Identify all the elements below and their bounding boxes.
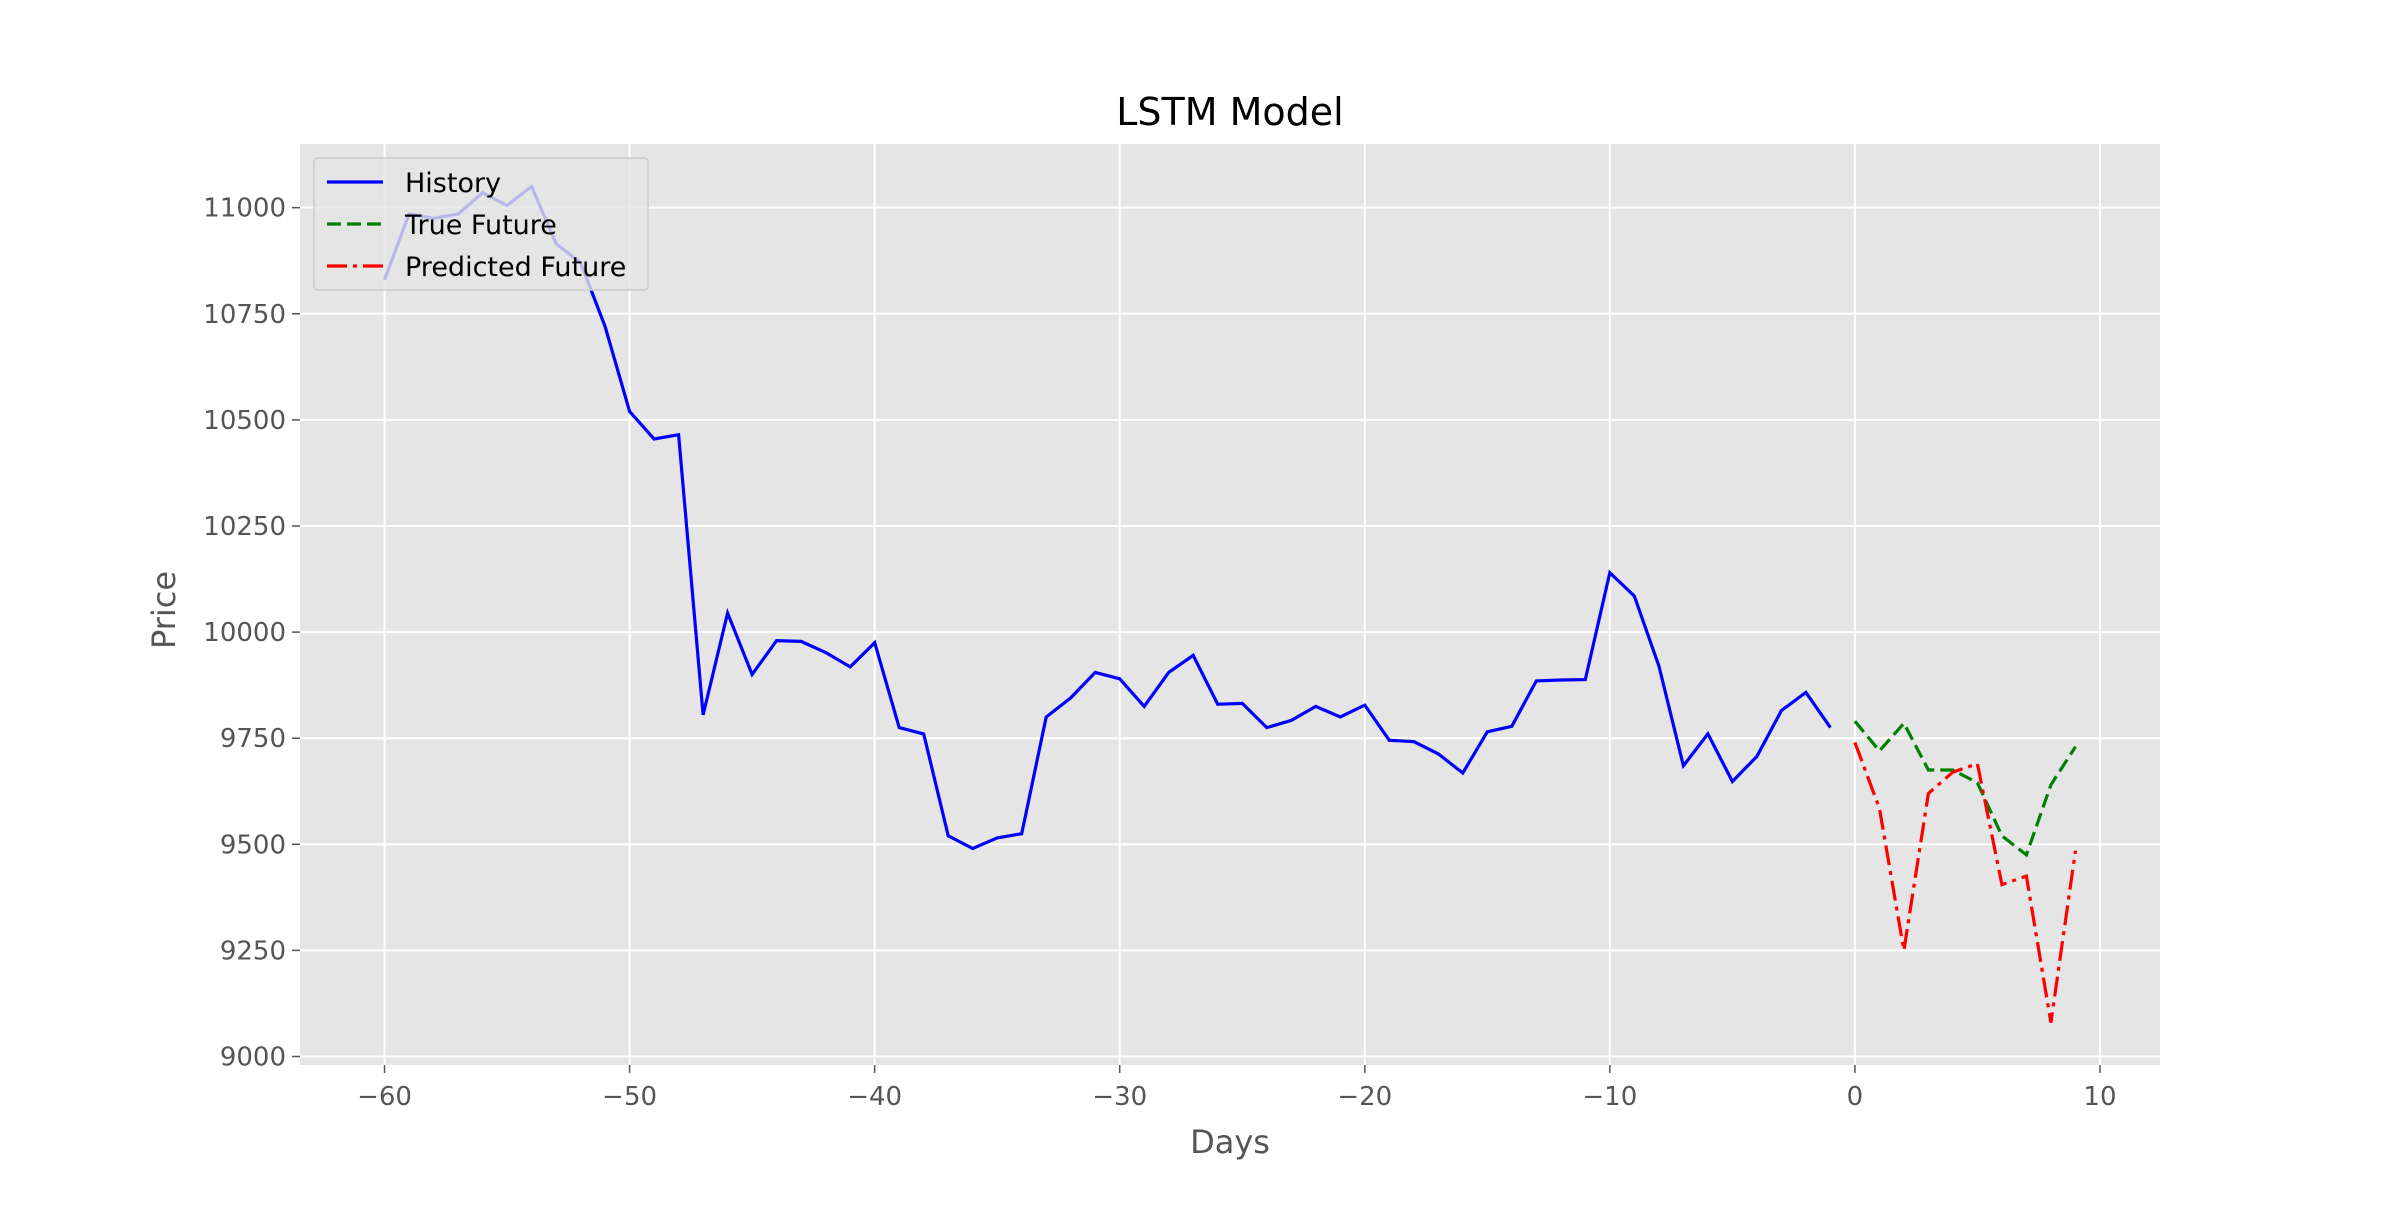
y-tick-label: 9250	[220, 936, 286, 966]
x-axis-ticks: −60 −50 −40 −30 −20 −10 0 10	[357, 1065, 2117, 1112]
y-tick-label: 10000	[203, 618, 286, 648]
series-lines	[383, 183, 2078, 1023]
predicted-future-line	[1853, 741, 2078, 1023]
x-tick-label: −40	[847, 1082, 902, 1112]
true-future-line	[1853, 720, 2077, 858]
y-axis-label: Price	[145, 571, 183, 649]
x-tick-label: −20	[1337, 1082, 1392, 1112]
legend-label-predicted-future: Predicted Future	[405, 252, 626, 283]
y-tick-label: 9000	[220, 1043, 286, 1073]
x-tick-label: 0	[1847, 1082, 1864, 1112]
y-tick-label: 10500	[203, 406, 286, 436]
y-tick-label: 9750	[220, 724, 286, 754]
grid-lines	[300, 144, 2160, 1065]
y-tick-label: 10250	[203, 512, 286, 542]
chart-title: LSTM Model	[1116, 90, 1343, 134]
legend-label-history: History	[405, 168, 501, 199]
x-tick-label: −10	[1582, 1082, 1637, 1112]
y-tick-label: 10750	[203, 300, 286, 330]
y-tick-label: 11000	[203, 194, 286, 224]
y-tick-label: 9500	[220, 830, 286, 860]
x-axis-label: Days	[1190, 1123, 1270, 1161]
x-tick-label: −60	[357, 1082, 412, 1112]
legend-label-true-future: True Future	[404, 210, 557, 241]
x-tick-label: 10	[2083, 1082, 2116, 1112]
history-line	[383, 183, 1832, 851]
plot-background	[300, 144, 2160, 1065]
legend-box	[313, 157, 649, 291]
y-axis-ticks: 9000 9250 9500 9750 10000 10250 10500 10750 1100…	[203, 194, 300, 1073]
x-tick-label: −50	[602, 1082, 657, 1112]
x-tick-label: −30	[1092, 1082, 1147, 1112]
legend: History True Future Predicted Future	[313, 157, 649, 291]
